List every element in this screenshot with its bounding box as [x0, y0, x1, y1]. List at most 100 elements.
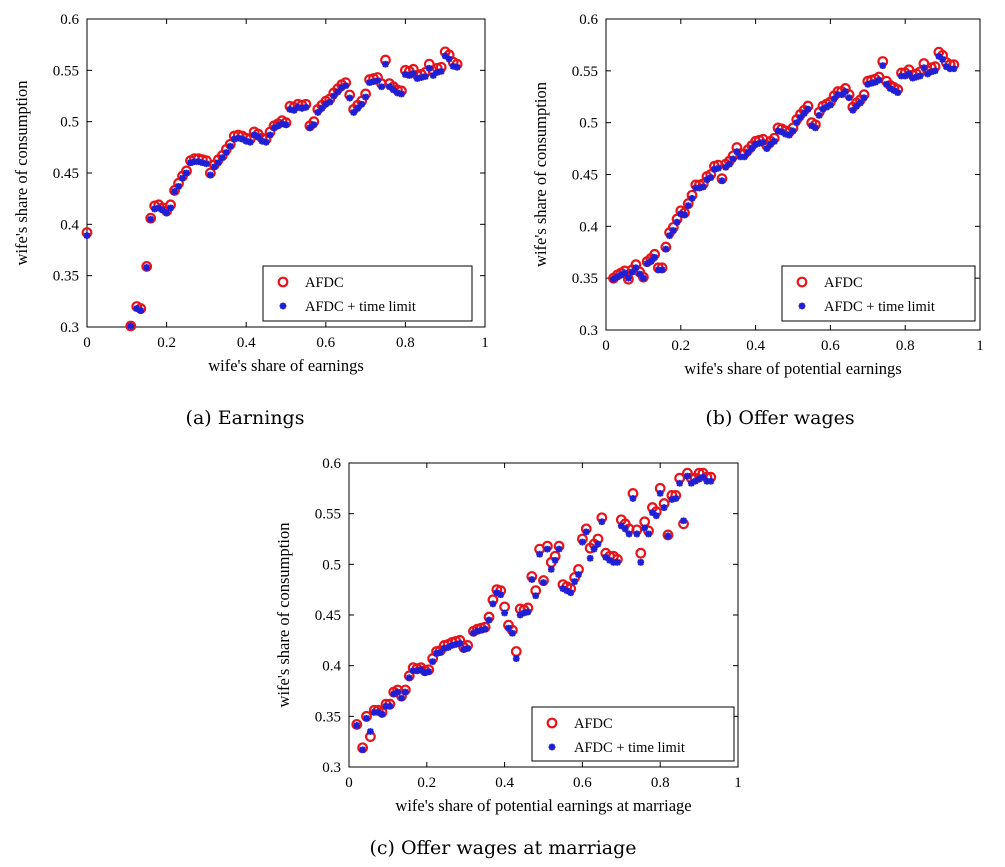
- data-point-afdc-time-limit: [812, 124, 819, 132]
- data-point-afdc-time-limit: [425, 668, 433, 676]
- data-point-afdc-time-limit: [390, 690, 398, 698]
- data-point-afdc-time-limit: [437, 67, 445, 75]
- data-point-afdc-time-limit: [294, 103, 302, 111]
- data-point-afdc-time-limit: [767, 141, 774, 148]
- x-tick-label: 0: [602, 338, 610, 354]
- data-point-afdc-time-limit: [382, 60, 389, 68]
- data-point-afdc-time-limit: [460, 646, 468, 653]
- data-point-afdc-time-limit: [171, 188, 178, 195]
- data-point-afdc-time-limit: [444, 644, 452, 651]
- data-point-afdc-time-limit: [363, 714, 370, 722]
- data-point-afdc-time-limit: [306, 124, 314, 132]
- data-point-afdc-time-limit: [614, 558, 621, 566]
- y-tick-label: 0.6: [322, 456, 341, 472]
- y-tick-label: 0.4: [322, 659, 341, 675]
- data-point-afdc-time-limit: [656, 490, 664, 497]
- data-point-afdc-time-limit: [378, 710, 386, 718]
- data-point-afdc-time-limit: [684, 472, 691, 480]
- data-point-afdc-time-limit: [613, 273, 621, 281]
- data-point-afdc-time-limit: [909, 74, 917, 82]
- data-point-afdc-time-limit: [680, 517, 687, 525]
- data-point-afdc-time-limit: [338, 84, 346, 92]
- data-point-afdc-time-limit: [931, 67, 939, 75]
- data-point-afdc-time-limit: [594, 540, 602, 548]
- data-point-afdc-time-limit: [886, 85, 894, 92]
- x-tick-label: 0.8: [651, 775, 670, 791]
- data-point-afdc-time-limit: [274, 122, 282, 130]
- legend: AFDC AFDC + time limit: [781, 265, 976, 322]
- y-tick-label: 0.35: [315, 709, 341, 725]
- data-point-afdc-time-limit: [489, 600, 497, 608]
- data-point-afdc-time-limit: [641, 524, 649, 532]
- data-point-afdc-time-limit: [770, 137, 778, 145]
- data-point-afdc-time-limit: [394, 688, 402, 696]
- subfigure-caption: (c) Offer wages at marriage: [369, 837, 636, 859]
- data-point-afdc-time-limit: [477, 626, 485, 634]
- subfigure-caption: (a) Earnings: [186, 407, 305, 429]
- y-tick-label: 0.35: [53, 269, 79, 285]
- data-point-afdc-time-limit: [493, 589, 501, 597]
- data-point-afdc-time-limit: [664, 532, 672, 540]
- data-point-afdc-time-limit: [695, 475, 703, 483]
- data-point-afdc-time-limit: [409, 70, 417, 77]
- data-point-afdc-time-limit: [433, 68, 441, 76]
- y-axis-label: wife's share of consumption: [274, 523, 293, 708]
- data-point-afdc-time-limit: [354, 104, 362, 112]
- data-point-afdc-time-limit: [707, 174, 715, 182]
- data-point-afdc-time-limit: [242, 137, 250, 145]
- data-point-afdc-time-limit: [645, 530, 652, 538]
- data-point-afdc-time-limit: [238, 135, 246, 143]
- data-point-afdc-time-limit: [441, 52, 449, 60]
- data-point-afdc-time-limit: [942, 63, 950, 71]
- y-tick-label: 0.6: [60, 12, 79, 28]
- data-point-afdc-time-limit: [935, 52, 943, 60]
- data-point-afdc-time-limit: [464, 645, 472, 652]
- data-point-afdc-time-limit: [536, 550, 544, 558]
- data-point-afdc-time-limit: [871, 78, 879, 86]
- data-point-afdc-time-limit: [789, 127, 797, 135]
- data-point-afdc-time-limit: [199, 159, 206, 167]
- x-tick-label: 0.4: [495, 775, 514, 791]
- chart-panel-b: 0 0.2 0.4 0.6 0.8 1 0.3 0.35 0.4 0.45 0.5 0.55 0.6 wi…: [531, 12, 984, 429]
- x-axis-label: wife's share of earnings: [208, 356, 364, 375]
- legend-box: [262, 265, 473, 322]
- data-point-afdc-time-limit: [652, 512, 660, 520]
- data-point-afdc-time-limit: [913, 73, 920, 81]
- data-point-afdc-time-limit: [575, 571, 582, 578]
- data-point-afdc-time-limit: [386, 83, 393, 91]
- chart-panel-c: 0 0.2 0.4 0.6 0.8 1 0.3 0.35 0.4 0.45 0.5 0.55 0.6 wi…: [274, 456, 742, 859]
- data-point-afdc-time-limit: [610, 558, 617, 566]
- data-point-afdc-time-limit: [456, 639, 464, 647]
- chart-panel-a: 0 0.2 0.4 0.6 0.8 1 0.3 0.35 0.4 0.45 0.5 0.55 0.6 wi…: [12, 12, 489, 429]
- legend-marker-afdc: [546, 717, 558, 729]
- legend-label-afdc: AFDC: [574, 716, 613, 732]
- legend-box: [781, 265, 976, 322]
- data-point-afdc-time-limit: [629, 495, 637, 502]
- data-point-afdc-time-limit: [590, 545, 598, 553]
- data-point-afdc-time-limit: [133, 305, 141, 312]
- legend-label-afdc: AFDC: [305, 275, 344, 291]
- legend: AFDC AFDC + time limit: [531, 706, 735, 762]
- data-point-afdc-time-limit: [628, 268, 636, 276]
- data-point-afdc-time-limit: [658, 266, 666, 274]
- data-point-afdc-time-limit: [752, 141, 759, 148]
- y-tick-label: 0.35: [572, 271, 598, 287]
- data-point-afdc: [635, 547, 647, 559]
- y-tick-label: 0.3: [60, 320, 79, 336]
- data-point-afdc-time-limit: [322, 100, 330, 108]
- series-afdc-time-limit: [83, 52, 461, 330]
- x-tick-label: 0.4: [237, 335, 256, 351]
- data-point-afdc-time-limit: [543, 545, 551, 553]
- data-point-afdc-time-limit: [563, 587, 571, 595]
- data-point-afdc-time-limit: [654, 266, 662, 274]
- x-tick-label: 0.2: [671, 338, 690, 354]
- data-point-afdc-time-limit: [778, 128, 786, 136]
- data-point-afdc-time-limit: [390, 86, 397, 94]
- data-point-afdc-time-limit: [927, 68, 935, 76]
- data-point-afdc-time-limit: [366, 79, 373, 87]
- data-point-afdc-time-limit: [159, 206, 167, 214]
- data-point-afdc-time-limit: [901, 72, 909, 80]
- series-afdc-time-limit: [610, 52, 958, 283]
- data-point-afdc-time-limit: [374, 77, 381, 84]
- data-point-afdc-time-limit: [763, 145, 771, 152]
